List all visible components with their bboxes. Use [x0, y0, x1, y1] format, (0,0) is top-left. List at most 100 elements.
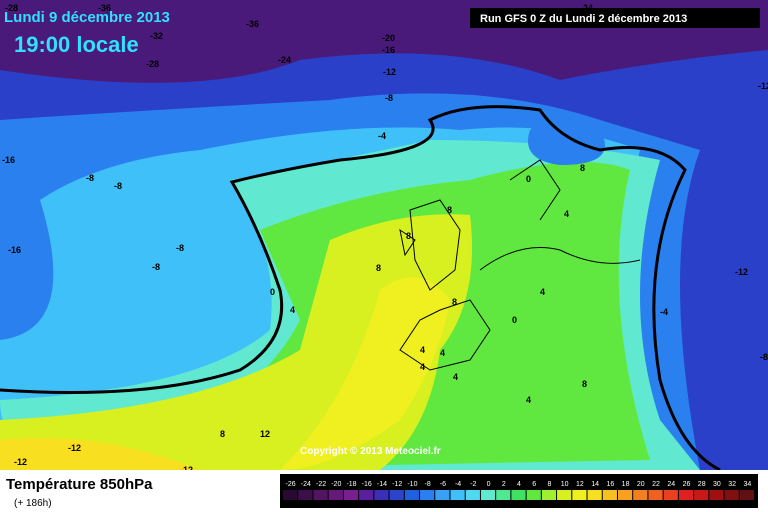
legend-label: 30 [713, 481, 721, 488]
contour-label: 12 [260, 429, 270, 439]
legend-label: -22 [316, 481, 326, 488]
legend-label: 2 [502, 481, 506, 488]
contour-label: -12 [383, 67, 396, 77]
contour-label: -8 [760, 352, 768, 362]
legend-swatch [496, 490, 511, 500]
legend-swatch [359, 490, 374, 500]
contour-label: 8 [447, 205, 452, 215]
contour-label: 4 [453, 372, 458, 382]
legend-swatch [328, 490, 343, 500]
contour-label: 4 [540, 287, 545, 297]
contour-label: 4 [564, 209, 569, 219]
legend-label: 28 [698, 481, 706, 488]
legend-label: 22 [652, 481, 660, 488]
contour-label: -8 [152, 262, 160, 272]
legend-swatch [587, 490, 602, 500]
legend-swatch [709, 490, 724, 500]
legend-swatch [663, 490, 678, 500]
contour-label: -24 [580, 3, 593, 13]
footer-lead: (+ 186h) [14, 498, 52, 509]
contour-label: -32 [150, 31, 163, 41]
legend-label: -2 [470, 481, 476, 488]
contour-label: 0 [512, 315, 517, 325]
contour-label: 0 [270, 287, 275, 297]
legend-label: -10 [407, 481, 417, 488]
legend-swatch [526, 490, 541, 500]
legend-swatch [648, 490, 663, 500]
contour-label: -16 [382, 45, 395, 55]
legend-swatch [678, 490, 694, 500]
legend-swatch [465, 490, 480, 500]
contour-label: 8 [452, 297, 457, 307]
legend-swatch [694, 490, 709, 500]
legend-swatch [602, 490, 617, 500]
contour-label: 8 [582, 379, 587, 389]
contour-label: -12 [758, 81, 768, 91]
legend-swatch [541, 490, 557, 500]
contour-label: 8 [406, 231, 411, 241]
contour-label: -16 [2, 155, 15, 165]
contour-label: -8 [176, 243, 184, 253]
legend-swatch [420, 490, 435, 500]
legend-label: 34 [743, 481, 751, 488]
legend-label: 0 [487, 481, 491, 488]
contour-label: 4 [420, 362, 425, 372]
contour-label: -28 [5, 3, 18, 13]
legend-swatch [343, 490, 359, 500]
legend-swatch [435, 490, 450, 500]
contour-label: -36 [98, 3, 111, 13]
legend-swatch [404, 490, 420, 500]
legend-label: -12 [392, 481, 402, 488]
contour-label: -8 [114, 181, 122, 191]
legend-label: -18 [346, 481, 356, 488]
legend-swatch [389, 490, 404, 500]
legend-label: 12 [576, 481, 584, 488]
run: Run GFS 0 Z du Lundi 2 décembre 2013 [480, 13, 687, 25]
legend-label: -6 [440, 481, 446, 488]
legend-label: -8 [425, 481, 431, 488]
legend-label: -26 [286, 481, 296, 488]
legend-swatch [724, 490, 739, 500]
legend-label: 20 [637, 481, 645, 488]
contour-label: -16 [8, 245, 21, 255]
legend-label: 14 [591, 481, 599, 488]
legend-swatch [298, 490, 313, 500]
contour-label: -12 [735, 267, 748, 277]
legend-label: -16 [362, 481, 372, 488]
contour-label: 8 [220, 429, 225, 439]
contour-label: 8 [580, 163, 585, 173]
contour-label: -36 [246, 19, 259, 29]
legend-swatch [633, 490, 648, 500]
contour-label: 4 [420, 345, 425, 355]
legend-label: 6 [532, 481, 536, 488]
contour-label: -4 [660, 307, 668, 317]
legend-swatch [617, 490, 633, 500]
contour-label: -12 [14, 457, 27, 467]
legend-label: 8 [547, 481, 551, 488]
contour-label: 4 [440, 348, 445, 358]
legend-label: 10 [561, 481, 569, 488]
legend-label: 24 [667, 481, 675, 488]
contour-label: 4 [290, 305, 295, 315]
contour-label: -8 [86, 173, 94, 183]
legend-label: 26 [683, 481, 691, 488]
contour-labels: -36 -36 -32 -28 -24 -28 -20 -16 -12 -8 -4 -24 -12 -16… [2, 3, 768, 475]
legend-label: 4 [517, 481, 521, 488]
contour-label: -20 [382, 33, 395, 43]
color-legend: -26 -24 -22 -20 -18 -16 -14 -12 -10 -8 -6 -4 -2 0 2 4 6 8… [283, 481, 754, 500]
legend-label: -4 [455, 481, 461, 488]
run-box [470, 8, 760, 28]
contour-label: -28 [146, 59, 159, 69]
footer-title: Température 850hPa [6, 476, 153, 493]
legend-swatch [313, 490, 328, 500]
legend-swatch [283, 490, 298, 500]
legend-label: -20 [331, 481, 341, 488]
contour-label: -24 [278, 55, 291, 65]
contour-label: -8 [385, 93, 393, 103]
copyright: Copyright © 2013 Meteociel.fr [300, 446, 441, 457]
temperature-field [0, 0, 768, 472]
legend-swatch [572, 490, 587, 500]
legend-label: -24 [301, 481, 311, 488]
contour-label: -12 [68, 443, 81, 453]
legend-label: 16 [606, 481, 614, 488]
